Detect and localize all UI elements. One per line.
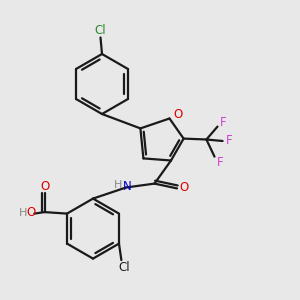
Text: N: N	[123, 180, 132, 194]
Text: Cl: Cl	[95, 23, 106, 37]
Text: O: O	[173, 108, 182, 121]
Text: Cl: Cl	[118, 261, 130, 274]
Text: F: F	[226, 134, 232, 148]
Text: H: H	[114, 179, 123, 190]
Text: O: O	[26, 206, 35, 220]
Text: O: O	[40, 179, 50, 193]
Text: H: H	[19, 208, 28, 218]
Text: O: O	[179, 181, 188, 194]
Text: F: F	[217, 155, 223, 169]
Text: F: F	[220, 116, 227, 130]
